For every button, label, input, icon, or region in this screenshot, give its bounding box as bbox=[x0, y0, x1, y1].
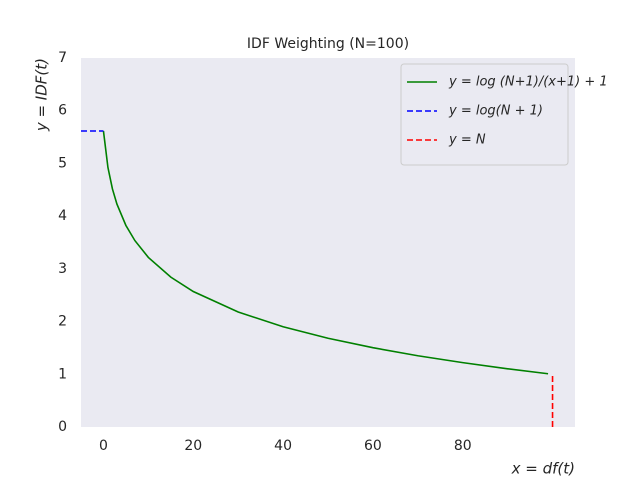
y-tick-label: 3 bbox=[58, 261, 67, 277]
legend-box bbox=[400, 63, 569, 166]
y-tick-label: 5 bbox=[58, 155, 67, 171]
y-tick-label: 2 bbox=[58, 314, 67, 330]
legend-label: y = N bbox=[448, 133, 486, 148]
y-tick-label: 4 bbox=[58, 208, 67, 224]
plot bbox=[81, 130, 554, 427]
x-tick-label: 0 bbox=[99, 438, 108, 454]
x-tick-label: 20 bbox=[184, 438, 202, 454]
y-axis-label: y = IDF(t) bbox=[33, 58, 51, 132]
y-tick-label: 1 bbox=[58, 366, 67, 382]
x-axis-label: x = df(t) bbox=[511, 460, 575, 478]
legend: y = log (N+1)/(x+1) + 1 y = log(N + 1) y =… bbox=[400, 63, 608, 166]
y-tick-label: 7 bbox=[58, 50, 67, 66]
legend-label: y = log (N+1)/(x+1) + 1 bbox=[448, 75, 608, 90]
x-tick-label: 80 bbox=[454, 438, 472, 454]
x-tick-label: 40 bbox=[274, 438, 292, 454]
line-series bbox=[102, 130, 549, 375]
chart-title: IDF Weighting (N=100) bbox=[247, 36, 409, 52]
x-tick-label: 60 bbox=[364, 438, 382, 454]
y-tick-label: 0 bbox=[58, 419, 67, 435]
y-tick-label: 6 bbox=[58, 103, 67, 119]
legend-label: y = log(N + 1) bbox=[448, 104, 543, 119]
